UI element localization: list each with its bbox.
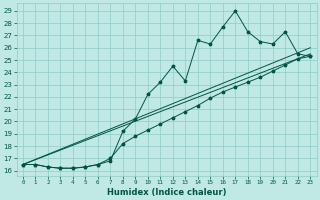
X-axis label: Humidex (Indice chaleur): Humidex (Indice chaleur) [107,188,226,197]
